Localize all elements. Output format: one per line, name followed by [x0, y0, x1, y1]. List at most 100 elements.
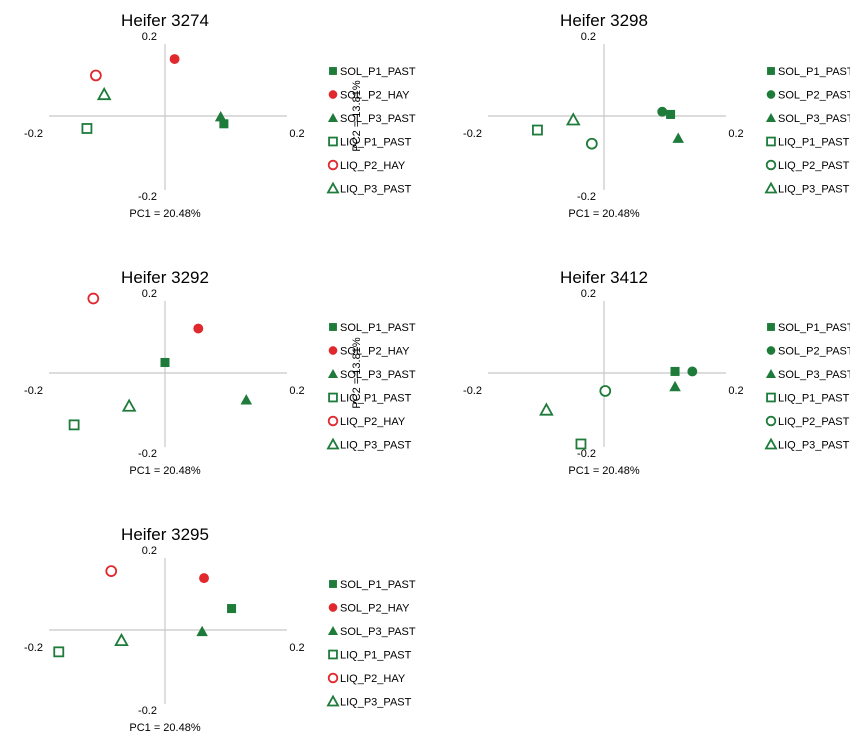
legend-label: LIQ_P2_PAST	[778, 160, 850, 172]
y-axis-title: PC2 = 13.81%	[351, 337, 363, 408]
x-tick-max: 0.2	[728, 385, 743, 397]
x-tick-max: 0.2	[289, 642, 304, 654]
point-sol-p2-hay	[169, 54, 180, 65]
legend-label: SOL_P1_PAST	[778, 66, 850, 78]
x-axis-title: PC1 = 20.48%	[568, 465, 639, 477]
legend-marker-sol-p3-past	[765, 368, 777, 379]
point-liq-p1-past	[68, 419, 80, 431]
legend-label: LIQ_P3_PAST	[340, 184, 412, 196]
x-axis-title: PC1 = 20.48%	[129, 208, 200, 220]
point-sol-p1-past	[227, 604, 237, 614]
legend-label: LIQ_P2_PAST	[778, 416, 850, 428]
point-sol-p1-past	[670, 366, 680, 376]
x-axis-title: PC1 = 20.48%	[129, 465, 200, 477]
legend-marker-sol-p3-past	[327, 112, 339, 123]
legend-marker-sol-p2-hay	[328, 90, 338, 99]
y-tick-max: 0.2	[142, 288, 157, 300]
legend-marker-liq-p3-past	[764, 181, 778, 194]
x-axis-title: PC1 = 20.48%	[568, 208, 639, 220]
legend: SOL_P1_PAST SOL_P2_HAY SOL_P3_PAST LIQ_P1_P…	[326, 579, 416, 709]
legend-label: LIQ_P3_PAST	[778, 184, 850, 196]
point-liq-p2-hay	[90, 69, 102, 82]
x-tick-min: -0.2	[24, 128, 43, 140]
legend-marker-liq-p1-past	[328, 136, 338, 147]
legend-label: LIQ_P1_PAST	[778, 137, 850, 149]
legend-label: SOL_P3_PAST	[778, 113, 850, 125]
legend-marker-sol-p3-past	[765, 112, 777, 123]
legend-label: SOL_P2_HAY	[340, 346, 410, 358]
legend: SOL_P1_PAST SOL_P2_PAST SOL_P3_PAST LIQ_P1_…	[764, 66, 850, 196]
legend-label: SOL_P2_HAY	[340, 603, 410, 615]
legend-marker-sol-p3-past	[327, 368, 339, 379]
point-liq-p1-past	[575, 438, 587, 450]
legend-marker-liq-p2-hay	[327, 159, 339, 171]
y-tick-max: 0.2	[142, 545, 157, 557]
point-sol-p2-hay	[657, 106, 668, 117]
legend-marker-liq-p3-past	[326, 181, 340, 194]
chart-title: Heifer 3295	[121, 525, 209, 544]
legend-marker-liq-p3-past	[326, 437, 340, 450]
y-tick-min: -0.2	[138, 448, 157, 460]
x-tick-min: -0.2	[463, 128, 482, 140]
chart-title: Heifer 3292	[121, 268, 209, 287]
legend-marker-liq-p2-hay	[327, 672, 339, 684]
point-liq-p2-hay	[105, 565, 118, 577]
legend-label: LIQ_P1_PAST	[340, 650, 412, 662]
y-tick-min: -0.2	[577, 191, 596, 203]
legend-marker-liq-p1-past	[328, 392, 338, 403]
point-sol-p1-past	[219, 119, 229, 129]
y-axis-title: PC2 = 13.81%	[351, 80, 363, 151]
legend-marker-sol-p2-hay	[328, 346, 338, 355]
point-liq-p3-past	[114, 632, 129, 647]
x-tick-min: -0.2	[24, 385, 43, 397]
x-tick-max: 0.2	[728, 128, 743, 140]
legend: SOL_P1_PAST SOL_P2_HAY SOL_P3_PAST LIQ_P1_P…	[326, 322, 416, 452]
point-liq-p2-hay	[87, 292, 100, 305]
point-sol-p3-past	[672, 132, 685, 143]
legend-label: LIQ_P2_HAY	[340, 673, 406, 685]
legend-label: LIQ_P3_PAST	[340, 440, 412, 452]
point-sol-p3-past	[196, 625, 208, 637]
point-sol-p3-past	[669, 380, 681, 392]
x-tick-min: -0.2	[24, 642, 43, 654]
legend-label: LIQ_P2_HAY	[340, 416, 406, 428]
legend-label: LIQ_P1_PAST	[340, 137, 412, 149]
point-liq-p1-past	[81, 123, 93, 134]
legend-marker-liq-p3-past	[764, 437, 778, 450]
point-liq-p2-hay	[599, 385, 612, 397]
point-sol-p2-hay	[687, 366, 698, 377]
legend-marker-liq-p1-past	[328, 649, 338, 660]
legend-marker-sol-p3-past	[327, 625, 339, 636]
legend-label: LIQ_P1_PAST	[778, 393, 850, 405]
legend-label: LIQ_P3_PAST	[778, 440, 850, 452]
legend-marker-sol-p2-hay	[328, 603, 338, 612]
point-sol-p3-past	[214, 111, 227, 122]
point-sol-p3-past	[240, 394, 253, 405]
x-tick-min: -0.2	[463, 385, 482, 397]
legend-label: LIQ_P1_PAST	[340, 393, 412, 405]
legend: SOL_P1_PAST SOL_P2_HAY SOL_P3_PAST LIQ_P1_P…	[326, 66, 416, 196]
legend-marker-sol-p1-past	[767, 67, 775, 75]
legend-marker-sol-p1-past	[329, 323, 337, 331]
y-tick-max: 0.2	[581, 288, 596, 300]
point-liq-p3-past	[121, 398, 137, 412]
legend-marker-liq-p3-past	[326, 694, 340, 707]
point-sol-p2-hay	[199, 573, 209, 584]
legend-label: SOL_P2_PAST	[778, 346, 850, 358]
legend-label: LIQ_P3_PAST	[340, 697, 412, 709]
y-tick-min: -0.2	[138, 191, 157, 203]
y-tick-min: -0.2	[577, 448, 596, 460]
y-tick-max: 0.2	[142, 31, 157, 43]
point-sol-p1-past	[160, 357, 170, 367]
point-sol-p1-past	[666, 109, 676, 119]
x-axis-title: PC1 = 20.48%	[129, 722, 200, 734]
legend-label: SOL_P3_PAST	[340, 369, 416, 381]
legend-label: SOL_P3_PAST	[778, 369, 850, 381]
legend-marker-sol-p2-past	[766, 346, 776, 355]
point-liq-p2-hay	[585, 137, 598, 150]
